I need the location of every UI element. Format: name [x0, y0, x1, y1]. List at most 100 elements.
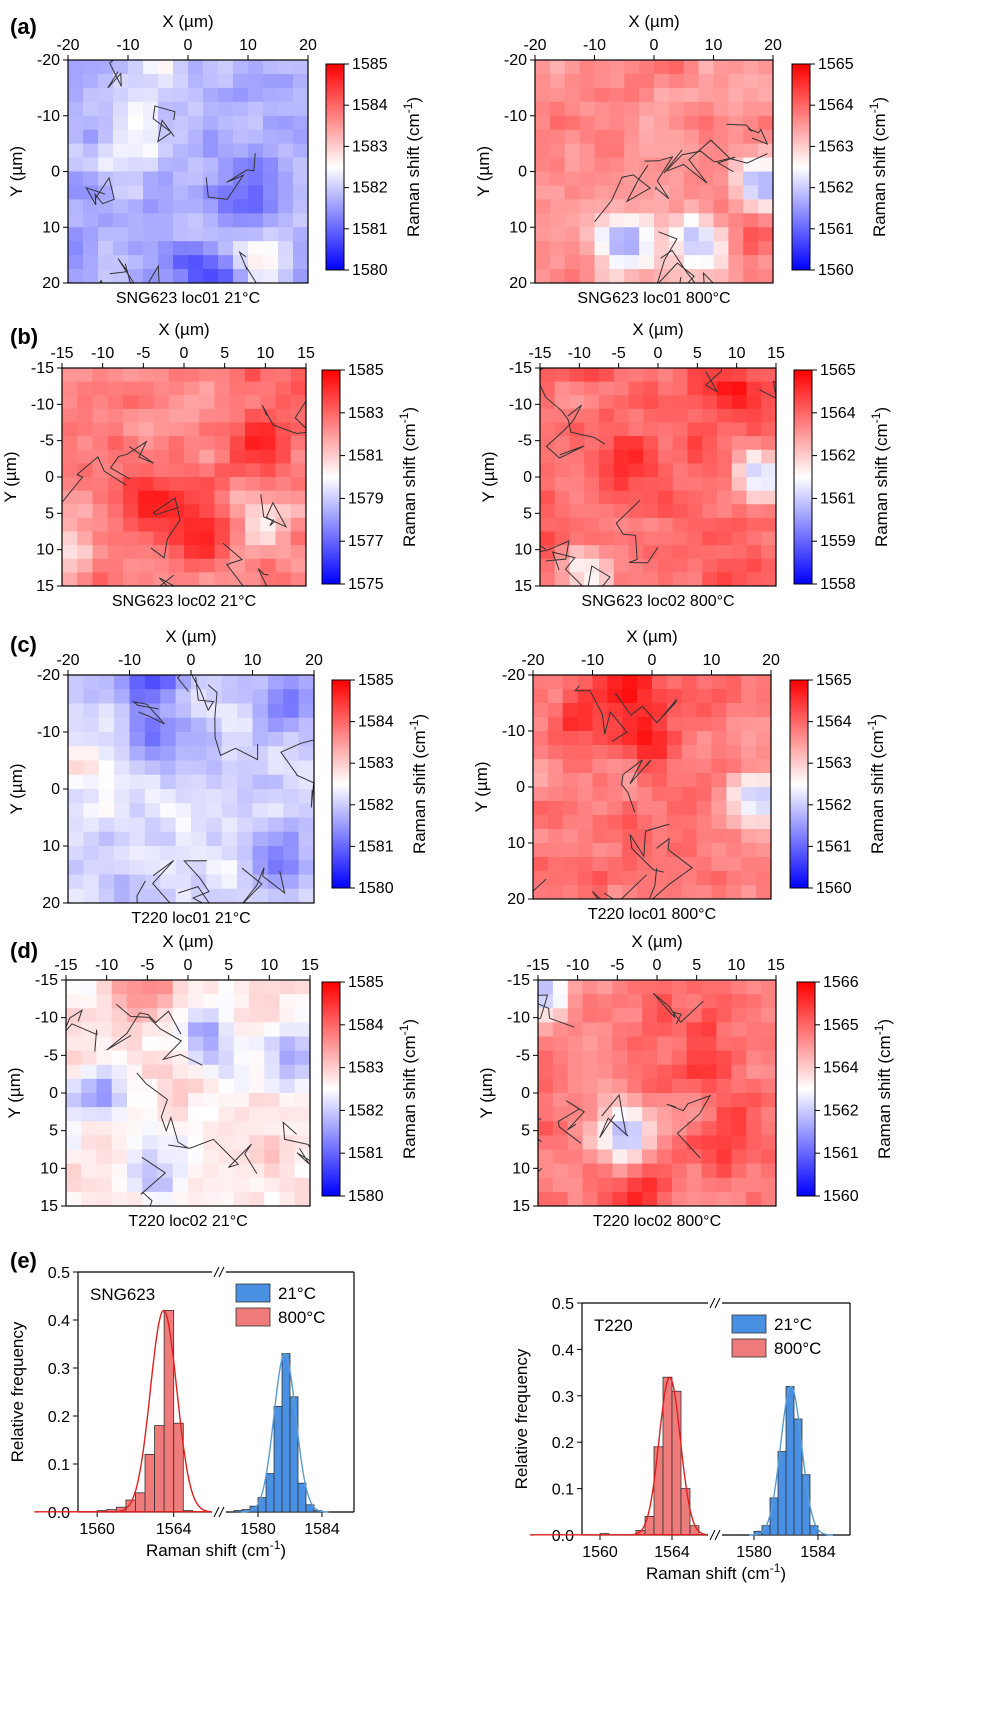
heatmap-cell	[229, 504, 246, 519]
heatmap-cell	[535, 129, 551, 145]
heatmap-cell	[172, 1191, 189, 1206]
contour-line	[557, 1100, 585, 1144]
heatmap-cell	[278, 185, 294, 200]
heatmap-cell	[203, 1078, 220, 1094]
heatmap-cell	[128, 73, 144, 89]
heatmap-cell	[278, 115, 294, 131]
heatmap-cell	[533, 885, 549, 899]
heatmap-cell	[138, 531, 155, 546]
heatmap-cell	[127, 1050, 143, 1066]
heatmap-cell	[628, 463, 644, 478]
heatmap-cell	[683, 213, 700, 228]
x-axis-label: X (µm)	[628, 12, 679, 31]
x-tick-label: 0	[184, 37, 193, 54]
heatmap-cell	[741, 675, 757, 690]
heatmap-cell	[138, 368, 155, 383]
heatmap-cell	[173, 157, 189, 173]
heatmap-cell	[252, 803, 269, 819]
contour-line	[205, 153, 256, 200]
heatmap-cell	[533, 871, 549, 886]
heatmap-cell	[758, 241, 773, 256]
heatmap-cell	[698, 101, 715, 117]
heatmap-cell	[229, 463, 246, 478]
heatmap-cell	[594, 227, 610, 242]
heatmap-cell	[746, 1093, 762, 1108]
heatmap-cell	[248, 213, 264, 228]
heatmap-cell	[549, 73, 566, 89]
y-tick-label: 0.0	[48, 1505, 70, 1522]
heatmap-cell	[278, 199, 294, 214]
heatmap-cell	[298, 703, 314, 719]
heatmap-cell	[622, 717, 638, 732]
heatmap-cell	[624, 241, 640, 256]
heatmap-cell	[579, 87, 596, 103]
heatmap-cell	[199, 381, 216, 396]
heatmap-cell	[683, 87, 700, 103]
heatmap-cell	[728, 185, 744, 200]
heatmap-cell	[642, 1093, 658, 1108]
contour-line	[222, 542, 269, 586]
y-tick-label: 10	[42, 838, 60, 855]
heatmap-cell	[143, 157, 159, 173]
contour-line	[280, 739, 314, 808]
heatmap-cell	[577, 745, 594, 760]
histogram-bar	[163, 1310, 175, 1513]
heatmap-cell	[554, 422, 571, 437]
heatmap-cell	[275, 395, 292, 410]
heatmap-cell	[158, 227, 174, 242]
heatmap-cell	[658, 517, 674, 533]
heatmap-cell	[248, 101, 264, 117]
heatmap-cell	[77, 572, 94, 586]
heatmap-cell	[758, 199, 773, 214]
heatmap-cell	[599, 531, 615, 546]
heatmap-cell	[245, 504, 261, 519]
heatmap-field	[66, 980, 310, 1206]
heatmap-cell	[264, 1093, 281, 1108]
x-axis-label: Raman shift (cm-1)	[646, 1561, 786, 1583]
heatmap-cell	[582, 980, 599, 995]
heatmap-cell	[203, 1008, 220, 1023]
heatmap-cell	[62, 436, 78, 451]
contour-line	[599, 1093, 629, 1138]
heatmap-cell	[671, 1064, 688, 1080]
heatmap-cell	[199, 463, 216, 478]
heatmap-cell	[214, 558, 231, 573]
heatmap-cell	[731, 1191, 747, 1206]
heatmap-cell	[584, 395, 600, 410]
heatmap-cell	[652, 689, 668, 704]
heatmap-cell	[206, 874, 223, 890]
heatmap-cell	[233, 1064, 250, 1080]
heatmap-cell	[83, 817, 100, 833]
heatmap-cell	[701, 1050, 718, 1066]
heatmap-cell	[731, 436, 748, 451]
heatmap-cell	[264, 1149, 281, 1165]
y-tick-label: -5	[516, 1047, 530, 1064]
heatmap-cell	[668, 185, 685, 200]
heatmap-cell	[263, 185, 279, 200]
heatmap-cell	[158, 171, 174, 187]
heatmap-cell	[687, 504, 703, 519]
heatmap-cell	[203, 185, 219, 200]
heatmap-cell	[642, 1135, 658, 1151]
heatmap-cell	[547, 689, 564, 704]
heatmap-cell	[62, 463, 78, 478]
heatmap-cell	[761, 1121, 776, 1136]
heatmap-cell	[564, 129, 581, 145]
heatmap-cell	[144, 746, 161, 762]
heatmap-cell	[562, 787, 579, 802]
heatmap-cell	[203, 60, 219, 75]
heatmap-cell	[157, 1093, 174, 1108]
heatmap-cell	[599, 408, 615, 424]
heatmap-cell	[599, 436, 615, 451]
heatmap-cell	[681, 675, 698, 690]
heatmap-cell	[98, 675, 115, 690]
heatmap-cell	[567, 1008, 584, 1023]
heatmap-cell	[731, 504, 748, 519]
heatmap-cell	[584, 408, 600, 424]
heatmap-cell	[123, 463, 139, 478]
y-tick-label: 10	[42, 219, 60, 236]
heatmap-cell	[123, 504, 139, 519]
heatmap-cell	[218, 255, 234, 270]
heatmap-cell	[717, 368, 733, 383]
